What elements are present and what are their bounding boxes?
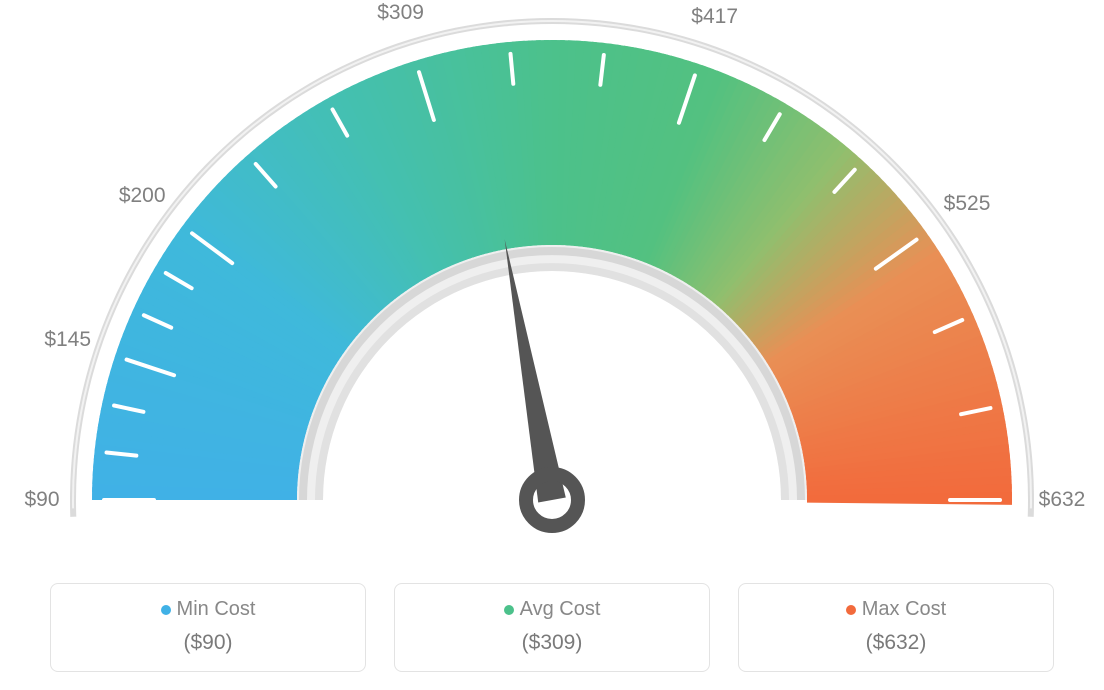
legend-max-title: Max Cost <box>749 598 1043 621</box>
legend-max: Max Cost ($632) <box>738 583 1054 672</box>
legend-min-dot <box>161 605 171 615</box>
cost-gauge-chart: $90 $145 $200 $309 $417 $525 $632 Min Cost ($9… <box>0 0 1104 690</box>
legend-row: Min Cost ($90) Avg Cost ($309) Max Cost … <box>50 583 1054 672</box>
legend-avg: Avg Cost ($309) <box>394 583 710 672</box>
gauge-tick-label: $525 <box>944 192 991 216</box>
gauge-tick-label: $200 <box>119 184 166 208</box>
legend-min-label: Min Cost <box>177 598 256 620</box>
gauge-tick-label: $417 <box>691 5 738 29</box>
legend-min-title: Min Cost <box>61 598 355 621</box>
legend-min: Min Cost ($90) <box>50 583 366 672</box>
gauge-tick-label: $632 <box>1039 488 1086 512</box>
gauge-area: $90 $145 $200 $309 $417 $525 $632 <box>0 0 1104 560</box>
gauge-tick-label: $145 <box>44 328 91 352</box>
legend-avg-dot <box>504 605 514 615</box>
gauge-tick-label: $90 <box>24 488 59 512</box>
legend-max-label: Max Cost <box>862 598 946 620</box>
gauge-tick-label: $309 <box>377 1 424 25</box>
gauge-svg <box>0 0 1104 560</box>
legend-min-value: ($90) <box>61 631 355 655</box>
legend-avg-title: Avg Cost <box>405 598 699 621</box>
legend-max-dot <box>846 605 856 615</box>
legend-avg-value: ($309) <box>405 631 699 655</box>
legend-max-value: ($632) <box>749 631 1043 655</box>
legend-avg-label: Avg Cost <box>520 598 601 620</box>
